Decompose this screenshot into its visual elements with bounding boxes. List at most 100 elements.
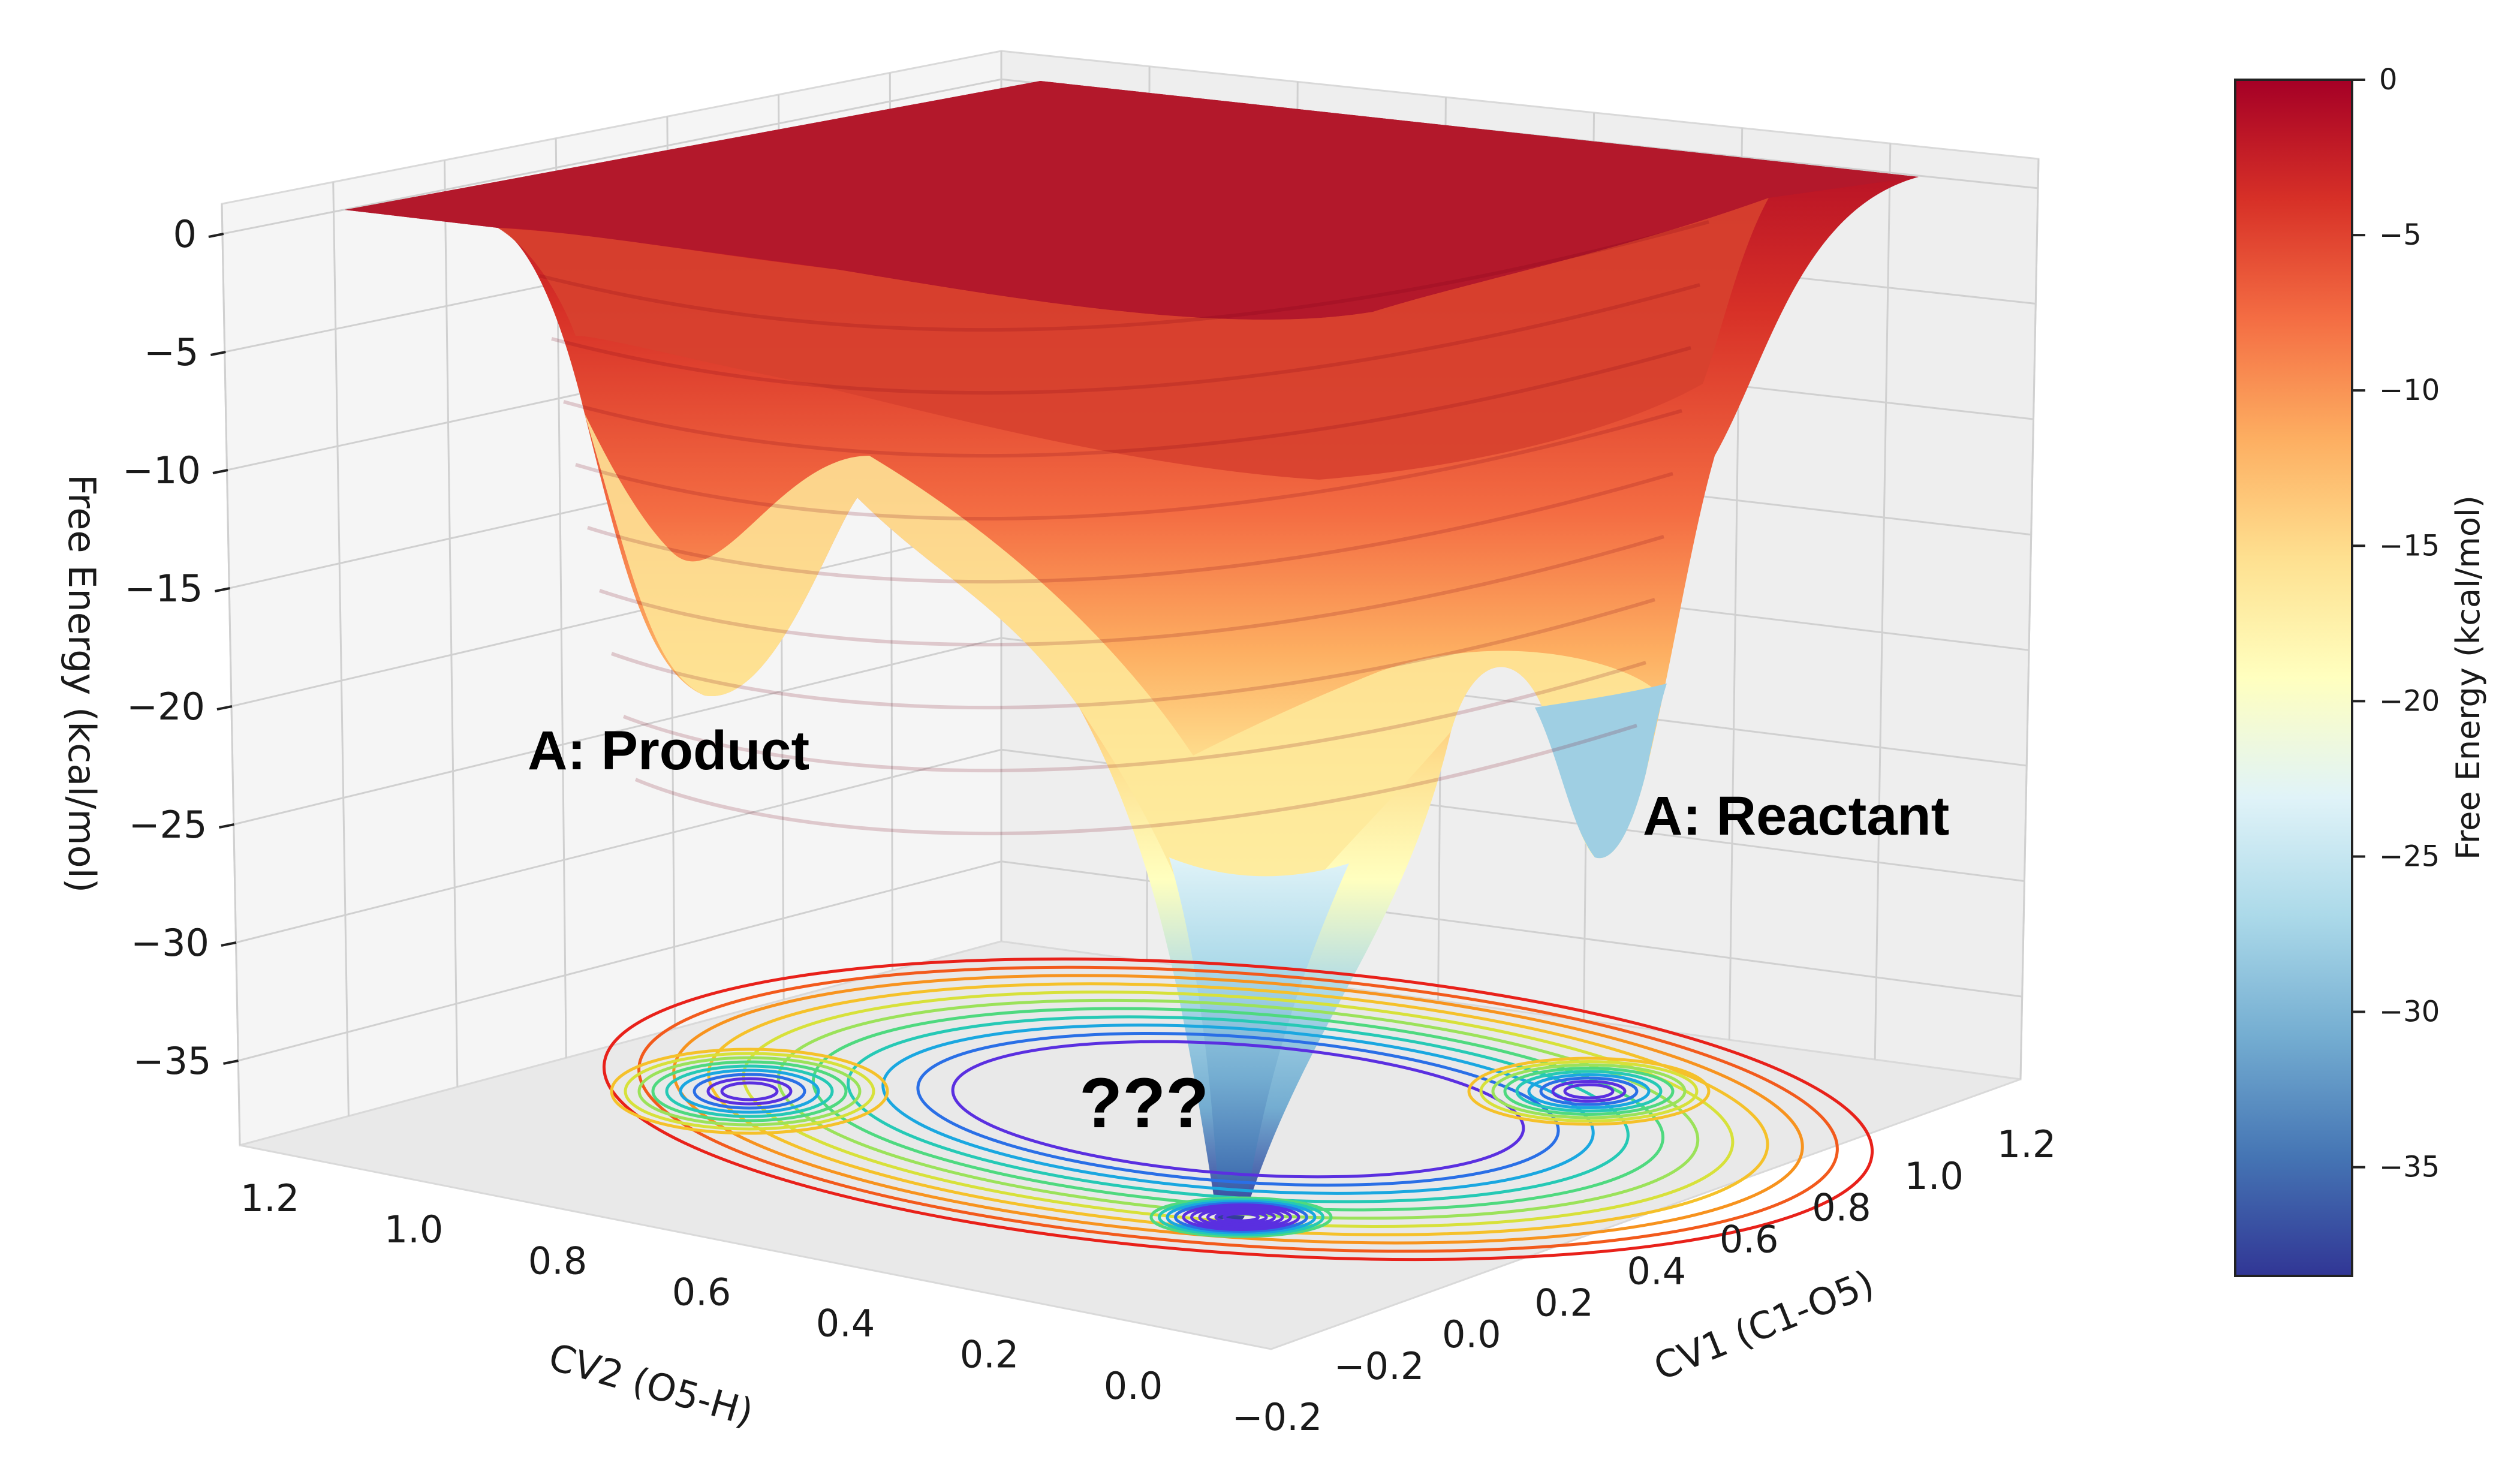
- contour-product-well: [651, 1060, 848, 1122]
- energy-surface: [345, 81, 1919, 1224]
- cv1-tick-label: 0.8: [1812, 1186, 1871, 1230]
- colorbar-tick-label: −30: [2379, 995, 2440, 1029]
- contour-reactant-well: [1479, 1060, 1699, 1122]
- surface-ridge: [563, 346, 1691, 458]
- colorbar-tick-label: −20: [2379, 684, 2440, 718]
- surface-top-mid: [498, 198, 1769, 480]
- contour-deep-well: [1149, 1196, 1333, 1238]
- colorbar-tick-label: −25: [2379, 839, 2440, 873]
- surface-ridges: [539, 220, 1709, 836]
- z-tick-mark: [216, 705, 233, 711]
- surface-yellow-band: [585, 414, 1655, 935]
- cv2-axis-title: CV2 (O5-H): [544, 1335, 758, 1435]
- surface-ridge: [575, 409, 1682, 521]
- z-tick-label: −30: [131, 921, 209, 965]
- cv1-tick-label: 0.2: [1534, 1281, 1594, 1325]
- grid-line: [237, 860, 1002, 1062]
- contour-deep-well: [1166, 1200, 1317, 1235]
- contour-reactant-well: [1503, 1067, 1675, 1116]
- colorbar: 0 −5 −10 −15 −20 −25 −30 −35 Free Energy (kcal/…: [2234, 63, 2487, 1277]
- cv2-tick-label: 1.0: [384, 1208, 444, 1251]
- surface-blue-funnel: [1169, 857, 1349, 1224]
- cv2-axis-ticks: 1.2 1.0 0.8 0.6 0.4 0.2 0.0 −0.2: [240, 1176, 1323, 1439]
- grid-line: [231, 525, 1002, 708]
- annotation-unknown-minimum: ???: [1079, 1064, 1209, 1143]
- colorbar-tick-label: −15: [2379, 529, 2440, 562]
- contour-reactant-well: [1527, 1073, 1651, 1109]
- surface-ridge: [599, 535, 1664, 647]
- colorbar-gradient: [2234, 79, 2353, 1277]
- floor-contours: [602, 957, 1874, 1262]
- contour-product-well: [720, 1081, 779, 1101]
- colorbar-tick-label: −5: [2379, 218, 2422, 252]
- colorbar-tick-label: 0: [2379, 63, 2398, 97]
- grid-line: [221, 203, 241, 1146]
- contour-reactant-well: [1515, 1070, 1663, 1113]
- contour-product-well: [679, 1068, 820, 1114]
- contour-reactant-well: [1539, 1076, 1639, 1106]
- contour-line: [951, 1040, 1525, 1179]
- cv2-tick-label: 0.0: [1104, 1364, 1163, 1408]
- cv1-axis-ticks: −0.2 0.0 0.2 0.4 0.6 0.8 1.0 1.2: [1334, 1122, 2057, 1388]
- contour-deep-well: [1206, 1208, 1276, 1226]
- surface-ridge: [610, 598, 1655, 710]
- cv1-tick-label: 0.4: [1627, 1249, 1687, 1293]
- colorbar-label: Free Energy (kcal/mol): [2449, 495, 2487, 860]
- z-tick-label: 0: [173, 212, 196, 256]
- contour-reactant-well: [1491, 1063, 1687, 1119]
- surface-ridge: [622, 661, 1646, 773]
- cv2-tick-label: 1.2: [240, 1176, 300, 1220]
- cv1-tick-label: 0.0: [1442, 1313, 1501, 1356]
- cv1-tick-label: 1.2: [1997, 1122, 2057, 1166]
- cv2-tick-label: 0.4: [816, 1302, 875, 1345]
- z-tick-mark: [215, 587, 230, 592]
- z-tick-label: −15: [125, 567, 203, 610]
- contour-line: [602, 957, 1874, 1262]
- contour-product-well: [706, 1077, 793, 1106]
- surface-ridge: [634, 724, 1637, 836]
- grid-line: [2019, 158, 2040, 1080]
- colorbar-tick-label: −35: [2379, 1151, 2440, 1184]
- z-tick-label: −35: [133, 1039, 212, 1083]
- z-axis-title: Free Energy (kcal/mol): [60, 474, 104, 893]
- grid-line: [443, 160, 459, 1087]
- z-tick-mark: [208, 233, 224, 238]
- cv1-tick-label: −0.2: [1334, 1344, 1425, 1388]
- contour-deep-well: [1182, 1203, 1300, 1231]
- contour-deep-well: [1198, 1206, 1284, 1228]
- contour-deep-well: [1190, 1205, 1292, 1230]
- grid-line: [236, 748, 1002, 944]
- cv2-tick-label: 0.6: [672, 1270, 731, 1314]
- grid-line: [233, 637, 1002, 826]
- z-tick-mark: [221, 941, 237, 947]
- z-tick-mark: [219, 823, 234, 829]
- z-tick-label: −20: [127, 685, 205, 729]
- cv2-tick-label: −0.2: [1232, 1395, 1323, 1439]
- contour-product-well: [665, 1064, 834, 1118]
- surface-ridge: [587, 472, 1673, 584]
- grid-line: [1874, 143, 1892, 1060]
- colorbar-ticks: 0 −5 −10 −15 −20 −25 −30 −35: [2352, 63, 2440, 1184]
- surface-reactant-well: [1535, 684, 1667, 859]
- annotation-reactant: A: Reactant: [1643, 785, 1949, 847]
- contour-product-well: [637, 1056, 862, 1127]
- contour-line: [881, 1024, 1595, 1195]
- contour-reactant-well: [1563, 1083, 1615, 1100]
- contour-deep-well: [1174, 1202, 1308, 1233]
- z-tick-mark: [223, 1059, 239, 1065]
- contour-deep-well: [1214, 1210, 1268, 1224]
- z-tick-mark: [210, 351, 226, 356]
- contour-product-well: [693, 1073, 806, 1110]
- grid-line: [332, 182, 350, 1116]
- surface-top-plateau: [345, 81, 1919, 320]
- surface-ridge: [551, 283, 1700, 395]
- cv1-tick-label: 1.0: [1904, 1154, 1964, 1198]
- z-tick-label: −25: [129, 803, 207, 847]
- cv2-tick-label: 0.8: [528, 1239, 588, 1283]
- grid-line: [222, 78, 1002, 235]
- contour-deep-well: [1223, 1212, 1260, 1223]
- z-tick-label: −5: [144, 330, 198, 374]
- annotation-product: A: Product: [528, 720, 809, 781]
- contour-product-well: [610, 1047, 889, 1135]
